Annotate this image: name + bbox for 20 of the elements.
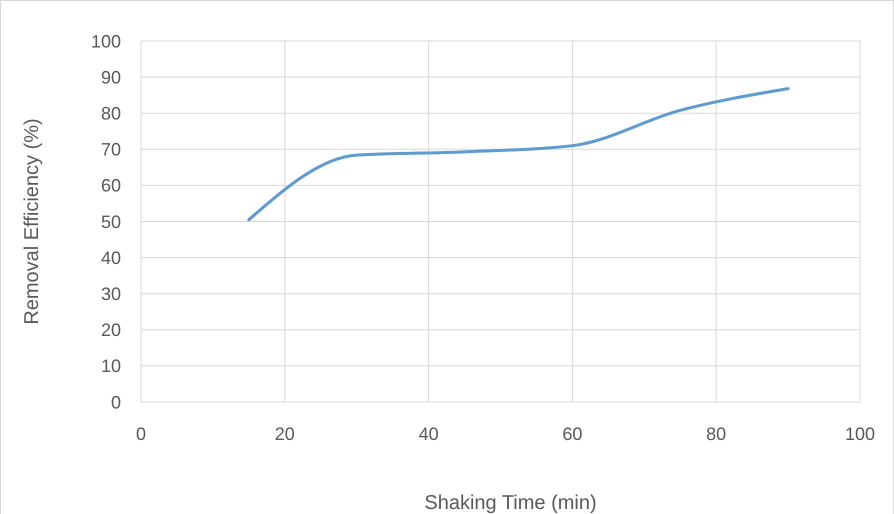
x-tick-label: 40 — [418, 424, 439, 444]
y-tick-label: 90 — [100, 67, 121, 88]
y-tick-label: 70 — [100, 140, 121, 160]
y-tick-label: 20 — [100, 320, 121, 340]
y-tick-label: 0 — [110, 392, 121, 412]
x-tick-label: 80 — [706, 424, 726, 444]
x-tick-label: 0 — [136, 424, 146, 444]
y-tick-label: 50 — [100, 212, 121, 232]
x-tick-label: 100 — [844, 424, 876, 444]
x-tick-label: 20 — [274, 424, 295, 444]
y-tick-label: 100 — [90, 31, 121, 52]
y-tick-label: 60 — [100, 176, 121, 196]
x-axis-title: Shaking Time (min) — [424, 492, 597, 514]
y-tick-label: 10 — [100, 356, 121, 376]
y-tick-label: 30 — [100, 284, 121, 304]
y-tick-label: 40 — [100, 248, 121, 268]
y-tick-label: 80 — [100, 104, 121, 124]
line-series — [247, 87, 790, 222]
x-tick-label: 60 — [562, 424, 582, 444]
y-axis-title: Removal Efficiency (%) — [21, 118, 43, 325]
